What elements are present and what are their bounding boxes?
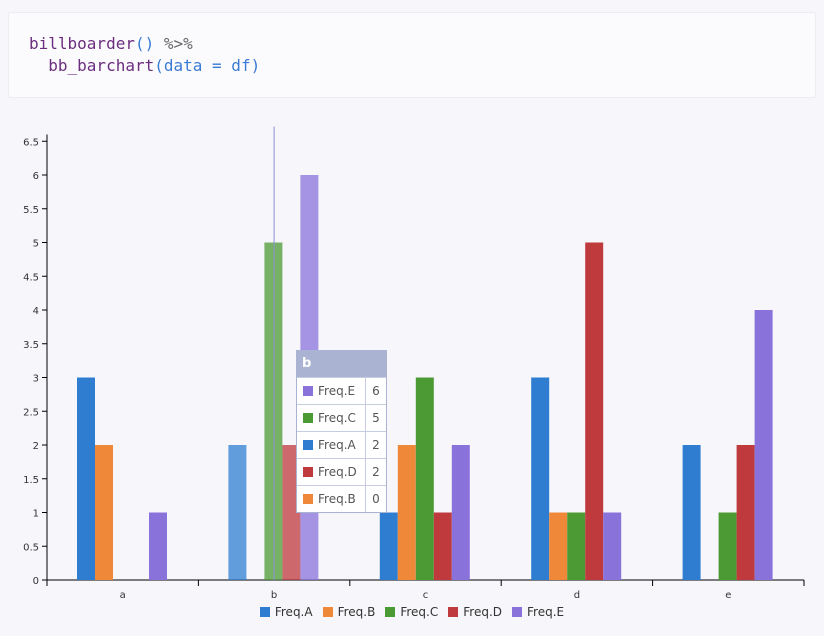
legend-swatch [385, 607, 396, 617]
legend-swatch [448, 607, 459, 617]
y-tick-label: 5 [33, 239, 39, 250]
tooltip-swatch [303, 467, 313, 477]
tooltip-row: Freq.B 0 [297, 485, 386, 512]
tooltip-series-label: Freq.C [318, 411, 356, 425]
legend-item[interactable]: Freq.B [322, 605, 376, 619]
legend-swatch [512, 607, 523, 617]
y-tick-label: 4.5 [23, 272, 39, 283]
y-tick-label: 3.5 [23, 340, 39, 351]
code-function: billboarder [29, 34, 135, 53]
tooltip-swatch [303, 413, 313, 423]
x-tick-label: b [271, 590, 277, 600]
tooltip-swatch [303, 494, 313, 504]
legend-item[interactable]: Freq.A [259, 605, 313, 619]
bar-chart[interactable]: 0 0.5 1 1.5 2 2.5 3 3.5 4 4.5 5 5.5 6 6.5 a b c d e [0, 100, 824, 636]
bar[interactable] [77, 377, 95, 581]
tooltip-value: 2 [372, 465, 380, 479]
code-open-paren: ( [154, 56, 164, 75]
code-argument: data = df [163, 56, 251, 75]
bar[interactable] [682, 445, 701, 580]
tooltip-series-name: Freq.A [297, 432, 366, 458]
legend-label: Freq.D [463, 605, 503, 619]
tooltip-series-label: Freq.E [318, 384, 356, 398]
bar[interactable] [282, 445, 301, 580]
tooltip-value: 2 [372, 438, 380, 452]
legend-item[interactable]: Freq.D [448, 605, 502, 619]
tooltip-series-label: Freq.D [318, 465, 357, 479]
x-tick-label: d [574, 590, 580, 600]
tooltip-title: b [297, 351, 386, 377]
tooltip-series-name: Freq.E [297, 378, 366, 404]
y-tick-label: 0 [33, 576, 39, 587]
bar[interactable] [531, 377, 550, 581]
bar[interactable] [149, 512, 167, 581]
y-tick-label: 0.5 [23, 542, 39, 553]
y-tick-label: 2 [33, 441, 39, 452]
tooltip-series-name: Freq.D [297, 459, 366, 485]
chart-tooltip: b Freq.E 6 Freq.C 5 Freq.A 2 Freq.D 2 Freq.B 0 [296, 350, 387, 513]
tooltip-swatch [303, 440, 313, 450]
bar[interactable] [603, 512, 622, 581]
bar[interactable] [228, 445, 247, 580]
tooltip-series-label: Freq.B [318, 492, 356, 506]
tooltip-row: Freq.C 5 [297, 404, 386, 431]
tooltip-series-name: Freq.B [297, 486, 366, 512]
legend-swatch [259, 607, 270, 617]
code-line-2: bb_barchart(data = df) [29, 55, 815, 77]
x-tick-label: c [423, 590, 429, 600]
bar[interactable] [549, 512, 568, 581]
tooltip-series-label: Freq.A [318, 438, 356, 452]
legend-label: Freq.A [274, 605, 313, 619]
tooltip-row: Freq.D 2 [297, 458, 386, 485]
bar[interactable] [397, 445, 416, 580]
y-tick-label: 5.5 [23, 205, 39, 216]
bar[interactable] [95, 445, 113, 580]
code-block: billboarder() %>% bb_barchart(data = df) [8, 12, 816, 98]
y-tick-label: 4 [33, 306, 39, 317]
bar[interactable] [718, 512, 737, 581]
bar[interactable] [567, 512, 586, 581]
tooltip-swatch [303, 386, 313, 396]
y-tick-label: 1 [33, 509, 39, 520]
code-line-1: billboarder() %>% [29, 33, 815, 55]
bar[interactable] [433, 512, 452, 581]
tooltip-row: Freq.E 6 [297, 377, 386, 404]
x-tick-label: a [120, 590, 126, 600]
y-tick-label: 6.5 [23, 137, 39, 148]
y-tick-label: 6 [33, 171, 39, 182]
code-pipe: %>% [154, 34, 193, 53]
y-tick-label: 2.5 [23, 407, 39, 418]
tooltip-value: 0 [372, 492, 380, 506]
chart-legend[interactable]: Freq.A Freq.B Freq.C Freq.D Freq.E [0, 605, 824, 619]
bar[interactable] [736, 445, 755, 580]
tooltip-series-name: Freq.C [297, 405, 366, 431]
tooltip-value: 5 [372, 411, 380, 425]
bar[interactable] [415, 377, 434, 581]
legend-swatch [322, 607, 333, 617]
bar[interactable] [379, 512, 398, 581]
bar[interactable] [754, 310, 773, 580]
code-function: bb_barchart [48, 56, 155, 75]
legend-label: Freq.C [400, 605, 439, 619]
legend-item[interactable]: Freq.E [512, 605, 564, 619]
bar[interactable] [451, 445, 470, 580]
code-parens: () [134, 34, 155, 53]
tooltip-row: Freq.A 2 [297, 431, 386, 458]
y-tick-label: 3 [33, 374, 39, 385]
bar[interactable] [585, 242, 604, 581]
tooltip-value: 6 [372, 384, 380, 398]
y-tick-label: 1.5 [23, 475, 39, 486]
chart-svg[interactable]: 0 0.5 1 1.5 2 2.5 3 3.5 4 4.5 5 5.5 6 6.5 a b c d e [0, 100, 824, 601]
x-tick-label: e [725, 590, 731, 600]
code-close-paren: ) [250, 56, 261, 75]
legend-item[interactable]: Freq.C [385, 605, 438, 619]
bar[interactable] [264, 242, 283, 581]
legend-label: Freq.E [527, 605, 565, 619]
legend-label: Freq.B [337, 605, 376, 619]
